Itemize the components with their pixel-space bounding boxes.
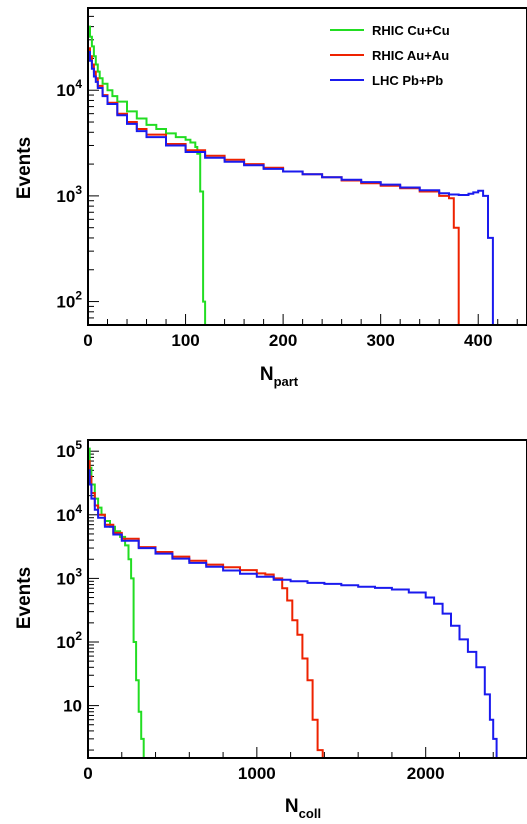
series-line [88,447,527,759]
x-axis-label: Ncoll [285,796,321,821]
x-tick-label: 0 [83,331,92,350]
tick-labels: 0 1000 2000 10 102 103 104 105 [56,438,444,783]
x-tick-label: 400 [464,331,492,350]
axis-ticks [87,7,518,326]
x-tick-label: 300 [366,331,394,350]
x-axis-label: Npart [260,364,299,389]
tick-labels: 0 100 200 300 400 102 103 104 [56,77,492,350]
axis-ticks [87,450,527,758]
series-line [88,460,527,759]
chart-ncoll: 0 1000 2000 10 102 103 104 105 Events Ncoll [14,438,527,821]
y-tick-label: 104 [56,77,82,100]
y-tick-label: 103 [56,565,82,588]
plot-frame [87,7,527,326]
x-tick-label: 2000 [407,764,445,783]
legend-entry: LHC Pb+Pb [372,73,443,88]
x-tick-label: 0 [83,764,92,783]
y-axis-label: Events [14,137,35,199]
series-line [88,51,498,326]
y-tick-label: 105 [56,438,82,461]
x-axis-label-main: N [285,796,299,817]
y-tick-label: 102 [56,629,82,652]
series-layer [88,25,498,326]
x-axis-label-main: N [260,364,274,385]
x-tick-label: 1000 [238,764,276,783]
y-axis-label: Events [14,567,35,629]
x-axis-label-sub: part [274,374,299,389]
chart-npart: 0 100 200 300 400 102 103 104 Events Npart RHIC… [14,7,527,389]
legend-entry: RHIC Au+Au [372,48,449,63]
x-tick-label: 100 [171,331,199,350]
plot-frame [87,439,527,759]
series-line [88,25,210,326]
y-tick-label: 102 [56,289,82,312]
y-tick-label: 10 [63,697,82,716]
x-tick-label: 200 [269,331,297,350]
y-tick-label: 104 [56,502,82,525]
series-layer [88,447,527,759]
y-tick-label: 103 [56,183,82,206]
legend: RHIC Cu+Cu RHIC Au+Au LHC Pb+Pb [330,23,450,88]
x-axis-label-sub: coll [299,806,321,821]
legend-entry: RHIC Cu+Cu [372,23,450,38]
series-line [88,469,527,759]
